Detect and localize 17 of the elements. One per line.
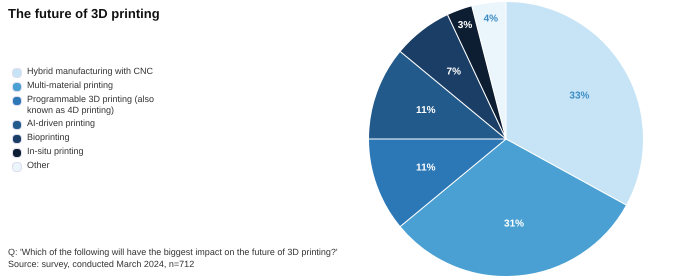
legend-label: Multi-material printing	[27, 80, 114, 91]
legend-label: In-situ printing	[27, 146, 84, 157]
legend-label: Hybrid manufacturing with CNC	[27, 66, 154, 77]
text: Q: 'Which of the following will have the biggest impact on the future of 3D printing?'	[8, 246, 338, 258]
legend-label: AI-driven printing	[27, 118, 96, 129]
legend-label: Other	[27, 160, 50, 171]
data-label: 33%	[569, 90, 590, 102]
legend-label: Programmable 3D printing (also known as 4D printing)	[27, 94, 156, 116]
data-label: 7%	[446, 66, 462, 78]
data-label: 4%	[484, 14, 498, 25]
data-label: 31%	[504, 218, 524, 230]
source-note: Source: survey, conducted March 2024, n=712	[8, 258, 196, 270]
chart-title: The future of 3D printing	[8, 6, 160, 21]
data-label: 11%	[416, 104, 436, 116]
data-label: 11%	[416, 162, 436, 174]
data-label: 3%	[458, 20, 472, 31]
legend-label: Bioprinting	[27, 132, 70, 143]
